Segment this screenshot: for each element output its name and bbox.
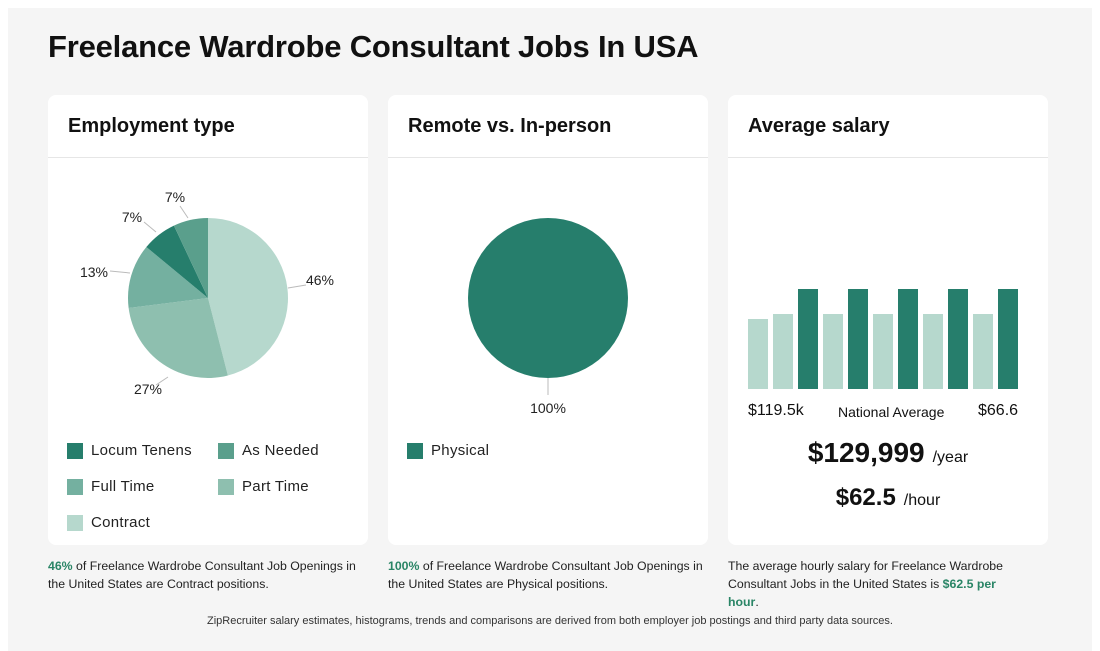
employment-pie-chart: 46% 27% 13% 7% 7% — [80, 189, 334, 397]
yearly-unit: /year — [932, 449, 969, 466]
employment-caption-highlight: 46% — [48, 559, 73, 573]
legend-item-full-time: Full Time — [67, 478, 155, 495]
salary-bar — [923, 314, 943, 389]
pie-slice-contract — [208, 218, 289, 376]
pie-slice-full-time — [128, 247, 208, 309]
salary-caption: The average hourly salary for Freelance … — [728, 557, 1028, 611]
salary-bar — [748, 319, 768, 389]
pie-label-line — [287, 284, 307, 289]
pie-label: 7% — [165, 189, 185, 205]
pie-slice-part-time — [128, 298, 228, 378]
salary-card: Average salary $119.5k National Average … — [728, 95, 1048, 545]
legend-swatch — [67, 442, 83, 459]
pie-label-line — [109, 270, 131, 274]
pie-label-line — [179, 205, 189, 219]
pie-label: 13% — [80, 264, 108, 280]
legend-item-contract: Contract — [67, 514, 150, 531]
page-title: Freelance Wardrobe Consultant Jobs In US… — [48, 29, 699, 64]
legend-label: As Needed — [242, 442, 319, 459]
pie-slice-locum-tenens — [146, 225, 208, 298]
hourly-salary: $62.5/hour — [728, 484, 1048, 512]
salary-bar — [898, 289, 918, 389]
pie-label-line — [143, 221, 157, 233]
salary-bar — [848, 289, 868, 389]
salary-bar — [773, 314, 793, 389]
yearly-salary: $129,999/year — [728, 437, 1048, 469]
national-average-label: National Average — [838, 404, 945, 420]
salary-bar — [798, 289, 818, 389]
remote-caption-text: of Freelance Wardrobe Consultant Job Ope… — [388, 559, 703, 591]
legend-item-as-needed: As Needed — [218, 442, 319, 459]
pie-label-line — [155, 376, 169, 386]
remote-title: Remote vs. In-person — [388, 95, 708, 158]
pie-label: 27% — [134, 381, 162, 397]
legend-item-part-time: Part Time — [218, 478, 309, 495]
salary-caption-highlight: $62.5 per hour — [728, 577, 996, 609]
legend-label: Locum Tenens — [91, 442, 192, 459]
pie-slice-physical — [468, 218, 628, 378]
salary-bar — [873, 314, 893, 389]
remote-pie-chart: 100% — [468, 218, 628, 416]
salary-caption-text: The average hourly salary for Freelance … — [728, 559, 1003, 591]
employment-type-card: Employment type 46% 27% 13% 7% 7% Locum Tene… — [48, 95, 368, 545]
employment-caption: 46% of Freelance Wardrobe Consultant Job… — [48, 557, 368, 593]
remote-card: Remote vs. In-person 100% Physical — [388, 95, 708, 545]
legend-swatch — [407, 442, 423, 459]
salary-caption-end: . — [755, 595, 759, 609]
footer-disclaimer: ZipRecruiter salary estimates, histogram… — [207, 615, 893, 627]
pie-label: 100% — [530, 400, 566, 416]
pie-slice-as-needed — [173, 218, 208, 298]
yearly-salary-amount: $129,999 — [807, 437, 925, 468]
employment-type-title: Employment type — [48, 95, 368, 158]
legend-label: Full Time — [91, 478, 155, 495]
salary-high-label: $66.6 — [978, 402, 1019, 419]
employment-caption-text: of Freelance Wardrobe Consultant Job Ope… — [48, 559, 356, 591]
legend-label: Physical — [431, 442, 490, 459]
legend-swatch — [67, 478, 83, 495]
legend-label: Contract — [91, 514, 151, 531]
legend-swatch — [218, 442, 234, 459]
legend-swatch — [218, 478, 234, 495]
salary-title: Average salary — [728, 95, 1048, 158]
salary-bar — [973, 314, 993, 389]
salary-low-label: $119.5k — [748, 402, 804, 419]
legend-swatch — [67, 514, 83, 531]
pie-label: 46% — [306, 272, 334, 288]
salary-histogram — [748, 289, 1018, 389]
salary-bar — [823, 314, 843, 389]
salary-bar — [998, 289, 1018, 389]
hourly-unit: /hour — [903, 492, 941, 509]
legend-item-locum-tenens: Locum Tenens — [67, 442, 192, 459]
salary-bar — [948, 289, 968, 389]
hourly-salary-amount: $62.5 — [835, 484, 896, 511]
remote-caption: 100% of Freelance Wardrobe Consultant Jo… — [388, 557, 708, 593]
legend-item-physical: Physical — [407, 442, 489, 459]
pie-label: 7% — [122, 209, 142, 225]
remote-caption-highlight: 100% — [388, 559, 420, 573]
legend-label: Part Time — [242, 478, 309, 495]
